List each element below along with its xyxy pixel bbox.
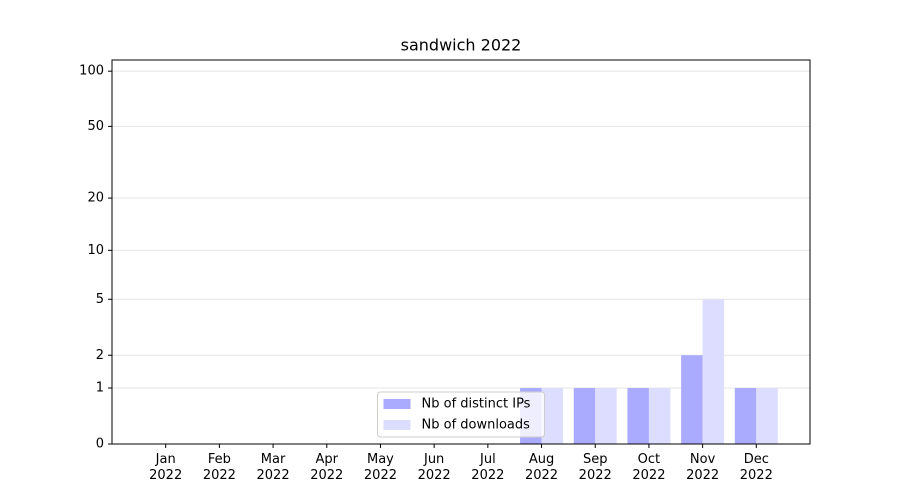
legend: Nb of distinct IPs Nb of downloads xyxy=(377,391,545,438)
x-tick-label: Jun 2022 xyxy=(417,452,451,483)
bar xyxy=(595,388,617,444)
bar xyxy=(573,388,596,444)
bar xyxy=(648,388,671,444)
x-tick-label: Jan 2022 xyxy=(149,452,183,483)
y-tick-label: 1 xyxy=(96,381,104,396)
y-tick-label: 2 xyxy=(96,348,104,363)
y-tick-label: 20 xyxy=(87,191,104,206)
x-tick-label: Sep 2022 xyxy=(578,452,612,483)
x-tick-label: Feb 2022 xyxy=(202,452,236,483)
x-tick-label: May 2022 xyxy=(363,452,397,483)
x-tick-label: Dec 2022 xyxy=(739,452,773,483)
bar xyxy=(681,355,703,444)
legend-swatch xyxy=(383,420,411,430)
y-tick-label: 5 xyxy=(96,292,104,307)
legend-label: Nb of downloads xyxy=(422,418,531,433)
y-tick-label: 50 xyxy=(87,119,104,134)
x-tick-label: Nov 2022 xyxy=(686,452,720,483)
bar xyxy=(627,388,649,444)
x-tick-label: Apr 2022 xyxy=(310,452,344,483)
legend-swatch xyxy=(383,399,411,409)
plot-frame xyxy=(111,59,811,445)
legend-label: Nb of distinct IPs xyxy=(422,397,531,412)
y-tick-label: 10 xyxy=(87,243,104,258)
y-tick-label: 0 xyxy=(96,437,104,452)
y-tick-label: 100 xyxy=(79,64,104,79)
legend-box xyxy=(377,391,545,438)
bar xyxy=(702,299,725,444)
x-tick-label: Oct 2022 xyxy=(632,452,666,483)
x-tick-label: Mar 2022 xyxy=(256,452,290,483)
bar xyxy=(541,388,564,444)
bar xyxy=(734,388,757,444)
chart-title: sandwich 2022 xyxy=(401,36,522,55)
x-tick-label: Jul 2022 xyxy=(471,452,505,483)
bar xyxy=(756,388,778,444)
x-tick-label: Aug 2022 xyxy=(524,452,559,483)
